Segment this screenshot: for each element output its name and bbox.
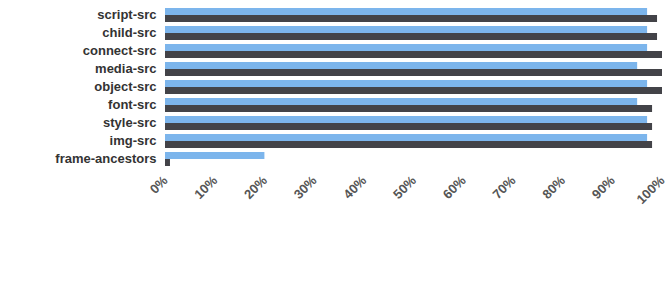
svg-text:30%: 30% xyxy=(291,172,320,201)
svg-text:font-src: font-src xyxy=(108,97,156,112)
svg-text:80%: 80% xyxy=(539,172,568,201)
svg-text:40%: 40% xyxy=(340,172,369,201)
svg-text:img-src: img-src xyxy=(110,133,157,148)
svg-text:script-src: script-src xyxy=(97,7,156,22)
svg-text:0%: 0% xyxy=(147,172,171,196)
svg-text:frame-ancestors: frame-ancestors xyxy=(55,151,156,166)
svg-text:70%: 70% xyxy=(489,172,518,201)
svg-text:child-src: child-src xyxy=(102,25,156,40)
svg-text:100%: 100% xyxy=(633,172,667,206)
svg-text:20%: 20% xyxy=(241,172,270,201)
svg-text:style-src: style-src xyxy=(103,115,156,130)
svg-text:90%: 90% xyxy=(589,172,618,201)
svg-text:50%: 50% xyxy=(390,172,419,201)
svg-text:connect-src: connect-src xyxy=(83,43,157,58)
svg-text:10%: 10% xyxy=(191,172,220,201)
svg-text:media-src: media-src xyxy=(95,61,156,76)
svg-text:60%: 60% xyxy=(440,172,469,201)
svg-text:object-src: object-src xyxy=(94,79,156,94)
